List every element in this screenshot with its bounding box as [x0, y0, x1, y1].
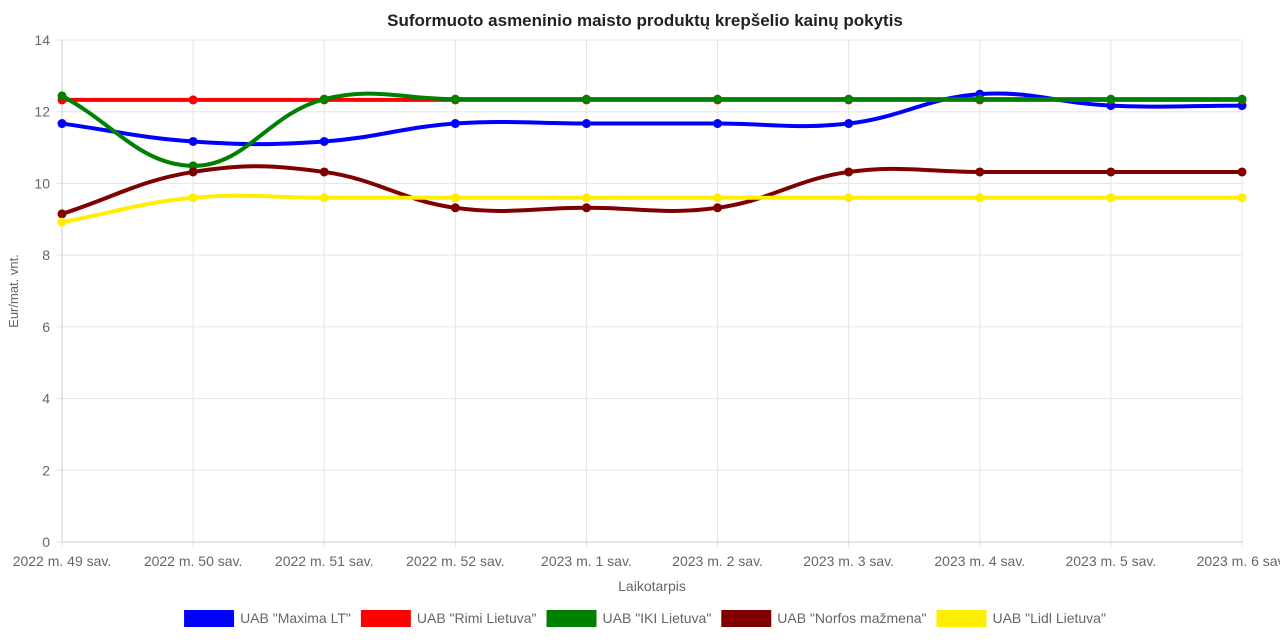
data-point	[57, 119, 67, 129]
series-line	[61, 164, 1242, 216]
data-point	[975, 94, 985, 104]
data-point	[319, 167, 329, 177]
legend-item[interactable]: UAB "Rimi Lietuva"	[360, 610, 537, 627]
data-point	[188, 193, 198, 203]
y-tick-label: 2	[42, 462, 50, 478]
data-point	[450, 119, 460, 129]
x-tick-label: 2022 m. 51 sav.	[275, 553, 374, 569]
y-tick-label: 10	[34, 175, 50, 191]
data-point	[1106, 94, 1116, 104]
x-tick-label: 2022 m. 50 sav.	[144, 553, 243, 569]
legend-label: UAB "Maxima LT"	[240, 610, 351, 626]
data-point	[1237, 167, 1247, 177]
y-tick-label: 4	[42, 391, 50, 407]
legend-label: UAB "IKI Lietuva"	[603, 610, 712, 626]
x-tick-label: 2022 m. 49 sav.	[13, 553, 112, 569]
legend-swatch	[184, 610, 235, 627]
data-point	[319, 94, 329, 104]
data-point	[1106, 167, 1116, 177]
y-tick-label: 0	[42, 534, 50, 550]
data-point	[1237, 94, 1247, 104]
legend-swatch	[721, 610, 772, 627]
data-point	[844, 193, 854, 203]
data-point	[713, 119, 723, 129]
legend-label: UAB "Norfos mažmena"	[777, 610, 926, 626]
data-point	[581, 94, 591, 104]
data-point	[188, 136, 198, 146]
y-tick-label: 12	[34, 104, 50, 120]
data-point	[975, 167, 985, 177]
data-point	[713, 193, 723, 203]
data-point	[975, 193, 985, 203]
legend-item[interactable]: UAB "Lidl Lietuva"	[936, 610, 1106, 627]
data-point	[844, 167, 854, 177]
data-point	[713, 203, 723, 213]
data-point	[450, 193, 460, 203]
data-point	[1106, 193, 1116, 203]
y-axis-title: Eur/mat. vnt.	[6, 254, 21, 328]
data-point	[581, 203, 591, 213]
data-point	[57, 91, 67, 101]
data-point	[450, 203, 460, 213]
x-axis-title: Laikotarpis	[618, 578, 686, 594]
legend-swatch	[936, 610, 987, 627]
x-tick-label: 2023 m. 4 sav.	[934, 553, 1025, 569]
data-point	[57, 209, 67, 219]
x-tick-label: 2022 m. 52 sav.	[406, 553, 505, 569]
data-point	[319, 136, 329, 146]
legend-item[interactable]: UAB "Maxima LT"	[184, 610, 351, 627]
data-point	[581, 193, 591, 203]
data-point	[844, 94, 854, 104]
data-point	[188, 167, 198, 177]
data-point	[57, 217, 67, 227]
data-point	[188, 95, 198, 105]
x-tick-label: 2023 m. 2 sav.	[672, 553, 763, 569]
data-point	[319, 193, 329, 203]
legend-swatch	[546, 610, 597, 627]
data-point	[450, 94, 460, 104]
legend-swatch	[360, 610, 411, 627]
x-tick-label: 2023 m. 5 sav.	[1065, 553, 1156, 569]
x-tick-label: 2023 m. 6 sav.	[1197, 553, 1280, 569]
series-line	[61, 193, 1243, 225]
y-tick-label: 6	[42, 319, 50, 335]
y-tick-label: 8	[42, 247, 50, 263]
legend-label: UAB "Rimi Lietuva"	[417, 610, 537, 626]
data-point	[713, 94, 723, 104]
data-point	[844, 119, 854, 129]
chart-title: Suformuoto asmeninio maisto produktų kre…	[387, 11, 903, 30]
data-point	[1237, 193, 1247, 203]
y-tick-label: 14	[34, 32, 50, 48]
data-point	[581, 119, 591, 129]
series-line	[61, 91, 1242, 168]
legend-item[interactable]: UAB "IKI Lietuva"	[546, 610, 712, 627]
legend-item[interactable]: UAB "Norfos mažmena"	[721, 610, 927, 627]
x-tick-label: 2023 m. 1 sav.	[541, 553, 632, 569]
legend-label: UAB "Lidl Lietuva"	[992, 610, 1105, 626]
x-tick-label: 2023 m. 3 sav.	[803, 553, 894, 569]
